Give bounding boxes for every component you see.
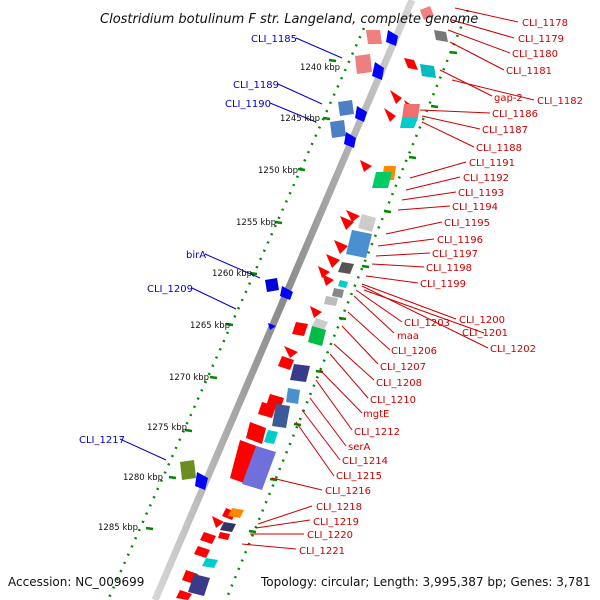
gene-label[interactable]: CLI_1179 [518,34,564,45]
gene-label[interactable]: CLI_1199 [420,279,466,290]
tick-label: 1275 kbp [147,423,187,433]
gene-label[interactable]: CLI_1209 [147,284,193,295]
tick-label: 1250 kbp [258,166,298,176]
tick-label: 1255 kbp [236,218,276,228]
tick-label: 1265 kbp [190,321,230,331]
accession-label: Accession: NC_009699 [8,575,144,589]
gene-label[interactable]: gap-2 [494,93,523,104]
gene-label[interactable]: CLI_1210 [370,395,416,406]
tick-label: 1260 kbp [212,269,252,279]
tick-label: 1240 kbp [300,63,340,73]
tick-label: 1245 kbp [280,114,320,124]
tick-marks [145,58,337,531]
gene-label[interactable]: CLI_1202 [490,344,536,355]
inner-guide-ring [224,9,470,600]
tick-label: 1285 kbp [98,523,138,533]
gene-label[interactable]: CLI_1203 [404,318,450,329]
gene-label[interactable]: CLI_1212 [354,427,400,438]
gene-label[interactable]: CLI_1195 [444,218,490,229]
genome-summary: Topology: circular; Length: 3,995,387 bp… [260,575,591,589]
reverse-strand-features[interactable] [180,30,398,490]
tick-label: 1280 kbp [123,473,163,483]
gene-label[interactable]: CLI_1178 [522,18,568,29]
kbp-scale-labels: 1240 kbp 1245 kbp 1250 kbp 1255 kbp 1260… [98,63,340,533]
gene-label[interactable]: CLI_1214 [342,456,388,467]
gene-label[interactable]: CLI_1187 [482,125,528,136]
gene-label[interactable]: CLI_1180 [512,49,558,60]
gene-label[interactable]: CLI_1208 [376,378,422,389]
gene-label[interactable]: CLI_1182 [537,96,583,107]
left-leader-lines [119,37,343,461]
right-leader-lines [241,7,535,550]
map-title: Clostridium botulinum F str. Langeland, … [100,12,478,27]
gene-label[interactable]: serA [348,442,370,453]
gene-label[interactable]: CLI_1198 [426,263,472,274]
outer-guide-ring [106,27,366,600]
gene-label[interactable]: CLI_1221 [299,546,345,557]
gene-label[interactable]: CLI_1190 [225,99,271,110]
reverse-gene-labels[interactable]: CLI_1185 CLI_1189 CLI_1190 birA CLI_1209… [79,34,297,446]
gene-label[interactable]: CLI_1188 [476,143,522,154]
genome-backbone [151,0,416,600]
gene-label[interactable]: CLI_1217 [79,435,125,446]
gene-label[interactable]: CLI_1218 [316,502,362,513]
gene-label[interactable]: CLI_1181 [506,66,552,77]
gene-label[interactable]: mgtE [363,409,389,420]
gene-label[interactable]: CLI_1186 [492,109,538,120]
gene-label[interactable]: CLI_1192 [463,173,509,184]
gene-label[interactable]: birA [186,250,206,261]
gene-label[interactable]: CLI_1220 [307,530,353,541]
gene-label[interactable]: CLI_1215 [336,471,382,482]
gene-label[interactable]: CLI_1189 [233,80,279,91]
gene-label[interactable]: CLI_1193 [458,188,504,199]
gene-label[interactable]: CLI_1196 [437,235,483,246]
gene-label[interactable]: CLI_1201 [462,328,508,339]
tick-label: 1270 kbp [169,373,209,383]
gene-label[interactable]: CLI_1216 [325,486,371,497]
gene-label[interactable]: CLI_1206 [391,346,437,357]
forward-gene-labels[interactable]: CLI_1178 CLI_1179 CLI_1180 CLI_1181 gap-… [299,18,583,557]
gene-label[interactable]: CLI_1185 [251,34,297,45]
gene-label[interactable]: CLI_1191 [469,158,515,169]
gene-label[interactable]: CLI_1219 [313,517,359,528]
forward-strand-features[interactable] [176,6,448,600]
gene-label[interactable]: CLI_1194 [452,202,498,213]
gene-label[interactable]: CLI_1197 [432,249,478,260]
gene-label[interactable]: maa [397,331,419,342]
gene-label[interactable]: CLI_1207 [380,362,426,373]
gene-label[interactable]: CLI_1200 [459,315,505,326]
